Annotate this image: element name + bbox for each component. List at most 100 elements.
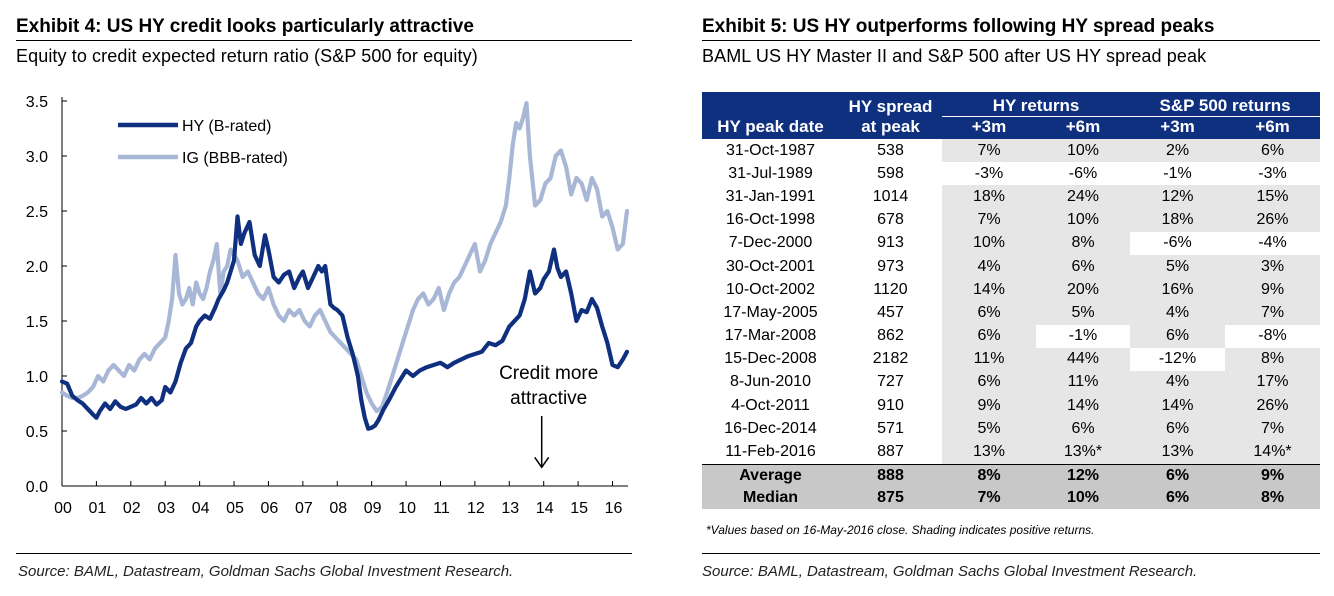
exhibit-5-top-rule <box>702 40 1320 41</box>
cell-sp3: 14% <box>1130 394 1226 418</box>
cell-spread: 862 <box>877 327 904 345</box>
cell-spread: 678 <box>877 211 904 229</box>
cell-sp3: 6% <box>1130 324 1226 348</box>
y-tick-label: 0.0 <box>26 479 48 496</box>
cell-date: 17-May-2005 <box>723 303 818 321</box>
cell-hy3: -3% <box>974 164 1004 182</box>
legend-ig-label: IG (BBB-rated) <box>182 150 288 167</box>
chart-series <box>59 101 630 431</box>
exhibit-5-bottom-rule <box>702 553 1320 554</box>
cell-hy6: 12% <box>1036 463 1131 487</box>
header-sp-returns: S&P 500 returns <box>1130 92 1321 117</box>
y-tick-label: 1.0 <box>26 369 48 386</box>
cell-hy6: -6% <box>1068 164 1098 182</box>
cell-sp6: 26% <box>1225 208 1321 232</box>
cell-sp6: 14%* <box>1225 440 1321 465</box>
cell-sp3: 16% <box>1130 278 1226 302</box>
hy-series-line <box>59 214 630 431</box>
cell-sp6: 8% <box>1225 486 1321 509</box>
y-tick-label: 2.5 <box>26 204 48 221</box>
cell-spread: 727 <box>877 373 904 391</box>
cell-spread: 1120 <box>873 280 908 298</box>
cell-date: 31-Jan-1991 <box>725 187 816 205</box>
exhibit-5-title: Exhibit 5: US HY outperforms following H… <box>702 16 1215 37</box>
exhibit-5-panel: Exhibit 5: US HY outperforms following H… <box>700 0 1334 596</box>
cell-sp3: 4% <box>1130 370 1226 395</box>
cell-sp6: 6% <box>1225 139 1321 163</box>
table-row: 17-May-2005 457 6% 5% 4% 7% <box>702 301 1321 325</box>
cell-sp3: -1% <box>1163 164 1192 182</box>
table-row: 31-Jul-1989 598 -3% -6% -1% -3% <box>702 162 1320 185</box>
cell-sp3: -6% <box>1163 234 1192 252</box>
x-tick-label: 02 <box>123 500 141 517</box>
table-row: 16-Oct-1998 678 7% 10% 18% 26% <box>702 208 1321 232</box>
cell-hy3: 8% <box>942 463 1036 487</box>
cell-sp6: 9% <box>1225 278 1321 302</box>
cell-hy6: 13%* <box>1036 440 1131 465</box>
summary-row-median: Median 875 7% 10% 6% 8% <box>702 486 1321 509</box>
cell-date: 7-Dec-2000 <box>728 234 813 252</box>
cell-hy6: -1% <box>1068 327 1098 345</box>
cell-date: 8-Jun-2010 <box>730 373 811 391</box>
cell-date: Average <box>702 463 839 487</box>
x-tick-label: 15 <box>570 500 588 517</box>
exhibit-5-source: Source: BAML, Datastream, Goldman Sachs … <box>702 563 1198 580</box>
cell-hy6: 8% <box>1036 231 1131 255</box>
x-tick-label: 01 <box>89 500 107 517</box>
cell-sp6: -3% <box>1258 164 1287 182</box>
cell-spread: 973 <box>877 257 904 275</box>
exhibit-4-title: Exhibit 4: US HY credit looks particular… <box>16 16 474 37</box>
cell-sp3: 2% <box>1130 139 1226 163</box>
cell-hy6: 20% <box>1036 278 1131 302</box>
y-tick-label: 2.0 <box>26 259 48 276</box>
cell-sp3: 6% <box>1130 417 1226 441</box>
header-sp-6m: +6m <box>1225 116 1321 139</box>
table-row: 16-Dec-2014 571 5% 6% 6% 7% <box>702 417 1321 441</box>
header-spread-line1: HY spread <box>839 92 942 117</box>
cell-hy6: 24% <box>1036 185 1131 209</box>
x-tick-label: 14 <box>536 500 554 517</box>
x-tick-label: 03 <box>157 500 175 517</box>
x-tick-label: 04 <box>192 500 210 517</box>
cell-hy3: 5% <box>942 417 1036 441</box>
cell-date: 31-Jul-1989 <box>728 164 813 182</box>
cell-spread: 2182 <box>872 350 909 368</box>
header-hy-3m: +3m <box>942 116 1036 139</box>
table-row: 4-Oct-2011 910 9% 14% 14% 26% <box>702 394 1321 418</box>
cell-spread: 538 <box>877 141 904 159</box>
x-tick-label: 06 <box>261 500 279 517</box>
exhibit-4-source: Source: BAML, Datastream, Goldman Sachs … <box>18 563 514 580</box>
cell-sp3: 6% <box>1130 463 1226 487</box>
cell-hy6: 6% <box>1036 417 1131 441</box>
cell-date: 10-Oct-2002 <box>726 280 815 298</box>
cell-hy3: 7% <box>942 208 1036 232</box>
cell-spread: 1014 <box>872 187 909 205</box>
cell-sp6: 3% <box>1225 254 1321 279</box>
exhibit-4-chart: 0.0 0.5 1.0 1.5 2.0 2.5 3.0 3.5 00 01 02 03 04 05 06 07… <box>26 94 630 517</box>
header-hy-returns: HY returns <box>942 92 1131 117</box>
cell-sp6: 7% <box>1225 417 1321 441</box>
cell-hy3: 6% <box>942 324 1036 348</box>
table-row: 31-Jan-1991 1014 18% 24% 12% 15% <box>702 185 1321 209</box>
cell-spread: 887 <box>877 443 904 461</box>
cell-spread: 913 <box>877 234 904 252</box>
cell-sp6: 15% <box>1225 185 1321 209</box>
cell-hy3: 9% <box>942 394 1036 418</box>
cell-date: 30-Oct-2001 <box>726 257 815 275</box>
chart-annotation: Credit more attractive <box>499 363 598 469</box>
x-tick-label: 11 <box>433 500 450 517</box>
cell-hy6: 44% <box>1036 347 1131 371</box>
chart-legend: HY (B-rated) IG (BBB-rated) <box>118 118 288 167</box>
table-row: 11-Feb-2016 887 13% 13%* 13% 14%* <box>702 440 1321 465</box>
table-row: 15-Dec-2008 2182 11% 44% -12% 8% <box>702 347 1321 371</box>
cell-hy6: 10% <box>1036 208 1131 232</box>
exhibit-4-panel: Exhibit 4: US HY credit looks particular… <box>0 0 648 596</box>
cell-date: 17-Mar-2008 <box>724 327 817 345</box>
annotation-text-line1: Credit more <box>499 363 598 384</box>
cell-hy6: 14% <box>1036 394 1131 418</box>
cell-sp3: 4% <box>1130 301 1226 325</box>
chart-axes: 0.0 0.5 1.0 1.5 2.0 2.5 3.0 3.5 00 01 02 03 04 05 06 07… <box>26 94 628 517</box>
header-spread-line2: at peak <box>839 116 942 139</box>
cell-sp6: 26% <box>1225 394 1321 418</box>
table-row: 7-Dec-2000 913 10% 8% -6% -4% <box>702 231 1320 255</box>
